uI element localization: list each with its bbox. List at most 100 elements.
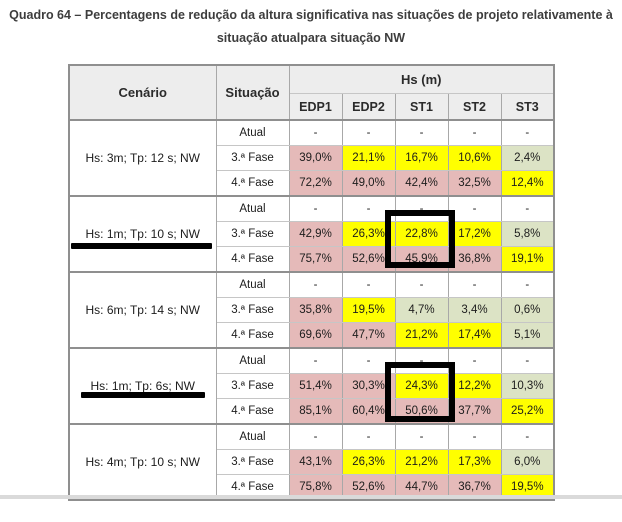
value-cell: - (341, 422, 396, 450)
value-cell: 39,0% (288, 144, 343, 172)
value-cell: 16,7% (394, 144, 449, 172)
value-cell: 5,8% (500, 220, 555, 248)
value-cell: 19,5% (341, 296, 396, 324)
situacao-cell: 3.ª Fase (215, 220, 290, 248)
caption-line-1: Quadro 64 – Percentagens de redução da a… (9, 8, 613, 22)
value-cell: 21,2% (394, 322, 449, 349)
value-cell: 17,4% (447, 322, 502, 349)
value-cell: 6,0% (500, 448, 555, 476)
value-cell: 19,1% (500, 246, 555, 273)
header-col-st2: ST2 (447, 93, 502, 121)
value-cell: - (447, 118, 502, 146)
cenario-cell: Hs: 1m; Tp: 10 s; NW (68, 194, 217, 273)
value-cell: - (447, 270, 502, 298)
header-col-edp2: EDP2 (341, 93, 396, 121)
value-cell: 42,9% (288, 220, 343, 248)
value-cell: 35,8% (288, 296, 343, 324)
st1-highlight-box-annotation (385, 210, 455, 268)
value-cell: 72,2% (288, 170, 343, 197)
situacao-cell: 3.ª Fase (215, 372, 290, 400)
value-cell: - (500, 346, 555, 374)
value-cell: 17,3% (447, 448, 502, 476)
value-cell: - (288, 194, 343, 222)
value-cell: 69,6% (288, 322, 343, 349)
cenario-cell: Hs: 6m; Tp: 14 s; NW (68, 270, 217, 349)
situacao-cell: 3.ª Fase (215, 296, 290, 324)
value-cell: 75,7% (288, 246, 343, 273)
table-row: Hs: 4m; Tp: 10 s; NW Atual - - - - - (68, 422, 555, 501)
value-cell: - (394, 270, 449, 298)
value-cell: 26,3% (341, 448, 396, 476)
value-cell: 51,4% (288, 372, 343, 400)
value-cell: - (394, 422, 449, 450)
header-hs-group: Hs (m) (288, 64, 555, 94)
header-col-edp1: EDP1 (288, 93, 343, 121)
value-cell: 37,7% (447, 398, 502, 425)
value-cell: - (394, 346, 449, 374)
situacao-cell: Atual (215, 118, 290, 146)
table-row: 3.ª Fase 43,1% 26,3% 21,2% 17,3% 6,0% (69, 448, 555, 476)
value-cell: - (447, 194, 502, 222)
situacao-cell: Atual (215, 270, 290, 298)
value-cell: 36,8% (447, 246, 502, 273)
value-cell: - (447, 422, 502, 450)
value-cell: - (500, 270, 555, 298)
value-cell: 17,2% (447, 220, 502, 248)
situacao-cell: 3.ª Fase (215, 448, 290, 476)
situacao-cell: 3.ª Fase (215, 144, 290, 172)
value-cell: - (394, 118, 449, 146)
table-row: Hs: 1m; Tp: 10 s; NW Atual - - - - - (68, 194, 555, 273)
value-cell: - (500, 422, 555, 450)
header-situacao: Situação (215, 64, 290, 121)
value-cell: - (341, 118, 396, 146)
value-cell: 22,8% (394, 220, 449, 248)
value-cell: 25,2% (500, 398, 555, 425)
value-cell: 24,3% (394, 372, 449, 400)
table-row: 3.ª Fase 39,0% 21,1% 16,7% 10,6% 2,4% (69, 144, 555, 172)
situacao-cell: Atual (215, 422, 290, 450)
situacao-cell: 4.ª Fase (215, 398, 290, 425)
cenario-cell: Hs: 4m; Tp: 10 s; NW (68, 422, 217, 501)
situacao-cell: 4.ª Fase (215, 170, 290, 197)
header-col-st1: ST1 (394, 93, 449, 121)
situacao-cell: Atual (215, 194, 290, 222)
value-cell: 10,6% (447, 144, 502, 172)
value-cell: - (341, 270, 396, 298)
value-cell: 3,4% (447, 296, 502, 324)
table-row: Hs: 3m; Tp: 12 s; NW Atual - - - - - (68, 118, 555, 197)
value-cell: - (500, 194, 555, 222)
value-cell: 4,7% (394, 296, 449, 324)
value-cell: 21,2% (394, 448, 449, 476)
table-row: Hs: 1m; Tp: 6s; NW Atual - - - - - (68, 346, 555, 425)
value-cell: - (288, 270, 343, 298)
value-cell: 0,6% (500, 296, 555, 324)
value-cell: 43,1% (288, 448, 343, 476)
value-cell: 12,2% (447, 372, 502, 400)
value-cell: 10,3% (500, 372, 555, 400)
cenario-cell: Hs: 1m; Tp: 6s; NW (68, 346, 217, 425)
value-cell: - (500, 118, 555, 146)
value-cell: - (288, 422, 343, 450)
value-cell: - (447, 346, 502, 374)
st1-highlight-box-annotation (385, 362, 455, 422)
caption-line-2: situação atualpara situação NW (216, 31, 406, 45)
cenario-cell: Hs: 3m; Tp: 12 s; NW (68, 119, 217, 197)
header-cenario: Cenário (68, 64, 217, 121)
value-cell: - (288, 118, 343, 146)
table-row: 4.ª Fase 72,2% 49,0% 42,4% 32,5% 12,4% (69, 170, 555, 197)
value-cell: 12,4% (500, 170, 555, 197)
page-edge-divider (0, 495, 622, 499)
situacao-cell: Atual (215, 346, 290, 374)
situacao-cell: 4.ª Fase (215, 246, 290, 273)
value-cell: 47,7% (341, 322, 396, 349)
results-table: Cenário Situação Hs (m) EDP1 EDP2 ST1 ST… (68, 64, 555, 501)
table-row: 4.ª Fase 69,6% 47,7% 21,2% 17,4% 5,1% (69, 322, 555, 349)
situacao-cell: 4.ª Fase (215, 322, 290, 349)
scenario-underline-annotation (81, 392, 205, 398)
table-row: Hs: 6m; Tp: 14 s; NW Atual - - - - - (68, 270, 555, 349)
value-cell: 5,1% (500, 322, 555, 349)
value-cell: 2,4% (500, 144, 555, 172)
value-cell: 49,0% (341, 170, 396, 197)
value-cell: - (288, 346, 343, 374)
